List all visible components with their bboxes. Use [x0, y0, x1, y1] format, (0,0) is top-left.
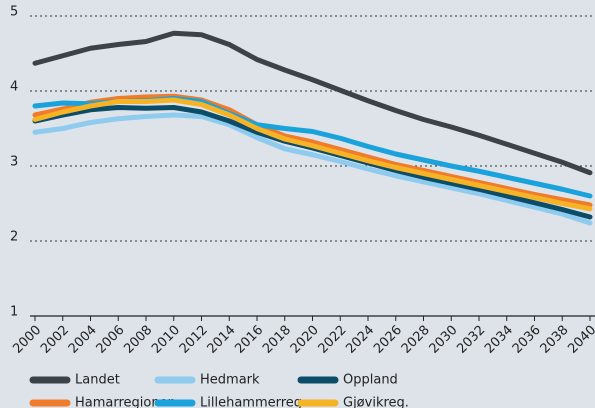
- x-tick-label: 2006: [94, 323, 128, 357]
- x-tick-label: 2032: [454, 323, 488, 357]
- x-tick-label: 2002: [38, 323, 72, 357]
- x-tick-label: 2040: [565, 323, 595, 357]
- line-series: [32, 30, 593, 176]
- x-tick-label: 2010: [149, 323, 183, 357]
- y-tick-label: 5: [10, 5, 18, 20]
- x-tick-label: 2030: [427, 323, 461, 357]
- x-tick-label: 2000: [10, 323, 44, 357]
- x-tick-label: 2016: [232, 323, 266, 357]
- x-tick-label: 2018: [260, 323, 294, 357]
- legend-label: Oppland: [343, 373, 398, 388]
- y-tick-label: 1: [10, 305, 18, 320]
- x-tick-label: 2024: [343, 323, 377, 357]
- line-series: [32, 112, 593, 226]
- y-tick-label: 2: [10, 230, 18, 245]
- x-tick-label: 2022: [316, 323, 350, 357]
- legend-label: Hamarregionen: [75, 396, 176, 408]
- x-tick-label: 2026: [371, 323, 405, 357]
- x-tick-label: 2014: [205, 323, 239, 357]
- x-tick-label: 2020: [288, 323, 322, 357]
- x-tick-label: 2038: [538, 323, 572, 357]
- line-series: [32, 97, 593, 212]
- x-tick-label: 2004: [66, 323, 100, 357]
- x-tick-label: 2036: [510, 323, 544, 357]
- legend-label: Hedmark: [200, 373, 260, 388]
- x-tick-label: 2034: [482, 323, 516, 357]
- legend-label: Gjøvikreg.: [343, 396, 409, 408]
- legend-label: Lillehammerreg.: [200, 396, 306, 408]
- line-series: [32, 93, 593, 208]
- y-tick-label: 3: [10, 155, 18, 170]
- legend-label: Landet: [75, 373, 120, 388]
- x-tick-label: 2012: [177, 323, 211, 357]
- x-tick-label: 2008: [121, 323, 155, 357]
- x-tick-label: 2028: [399, 323, 433, 357]
- y-tick-label: 4: [10, 80, 18, 95]
